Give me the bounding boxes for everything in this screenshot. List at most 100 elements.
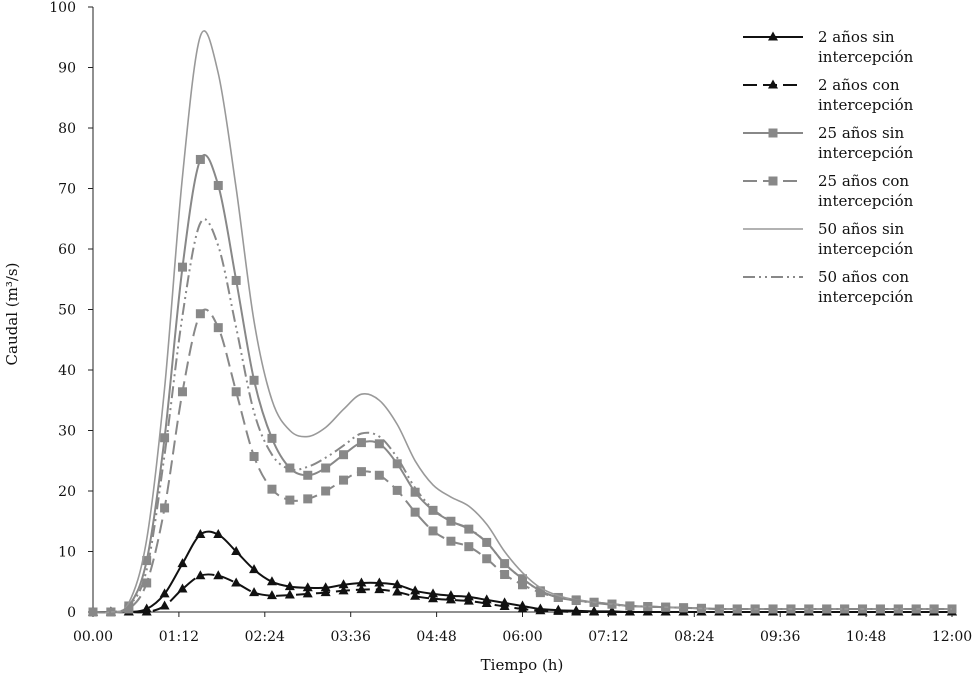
series-layer xyxy=(88,30,957,617)
legend-marker xyxy=(768,31,778,41)
data-point xyxy=(303,470,313,480)
data-point xyxy=(374,577,385,587)
legend-label-line2: intercepción xyxy=(818,192,914,210)
legend-item: 2 años sin intercepción xyxy=(743,28,914,66)
legend-label-line2: intercepción xyxy=(818,144,914,162)
data-point xyxy=(213,529,224,539)
legend-label-line2: intercepción xyxy=(818,288,914,306)
data-point xyxy=(428,593,439,603)
legend-label-line1: 25 años con xyxy=(818,172,909,190)
legend-item: 50 años sin intercepción xyxy=(743,220,914,258)
data-point xyxy=(356,438,366,448)
data-point xyxy=(231,577,242,587)
data-point xyxy=(213,570,224,580)
data-point xyxy=(410,507,420,517)
legend-label-line1: 50 años sin xyxy=(818,220,904,238)
data-point xyxy=(392,586,403,596)
y-tick-label: 80 xyxy=(58,121,76,137)
data-point xyxy=(285,495,295,505)
legend-label-line1: 25 años sin xyxy=(818,124,904,142)
data-point xyxy=(177,387,187,397)
data-point xyxy=(339,475,349,485)
data-point xyxy=(320,582,331,592)
data-point xyxy=(249,452,259,462)
data-point xyxy=(320,587,331,597)
data-point xyxy=(195,529,206,539)
data-point xyxy=(338,585,349,595)
data-point xyxy=(213,180,223,190)
legend-label-line1: 50 años con xyxy=(818,268,909,286)
data-point xyxy=(160,503,170,513)
data-point xyxy=(499,601,510,611)
x-tick-label: 09:36 xyxy=(760,629,800,645)
series-line xyxy=(92,308,952,614)
data-point xyxy=(267,484,277,494)
data-point xyxy=(284,581,295,591)
data-point xyxy=(356,584,367,594)
data-point xyxy=(428,526,438,536)
y-tick-label: 0 xyxy=(67,605,76,621)
x-tick-label: 12:00 xyxy=(932,629,972,645)
data-point xyxy=(159,600,170,610)
x-tick-label: 01:12 xyxy=(159,629,199,645)
legend-label-line1: 2 años sin xyxy=(818,28,895,46)
data-point xyxy=(195,154,205,164)
x-tick-label: 06:00 xyxy=(502,629,542,645)
legend: 2 años sin intercepción 2 años con intercep… xyxy=(743,28,914,306)
y-tick-label: 50 xyxy=(58,303,76,319)
y-tick-label: 90 xyxy=(58,61,76,77)
data-point xyxy=(374,470,384,480)
legend-label-line2: intercepción xyxy=(818,96,914,114)
x-tick-label: 00.00 xyxy=(73,629,113,645)
data-point xyxy=(589,606,600,616)
data-point xyxy=(445,594,456,604)
data-point xyxy=(160,433,170,443)
data-point xyxy=(518,580,527,590)
data-point xyxy=(231,546,242,555)
x-tick-label: 08:24 xyxy=(674,629,714,645)
y-axis-ticks: 0 10 20 30 40 50 60 70 80 90 100 xyxy=(49,0,93,621)
data-point xyxy=(177,262,187,272)
data-point xyxy=(195,570,206,580)
y-tick-label: 10 xyxy=(58,545,76,561)
data-point xyxy=(177,558,188,568)
y-tick-label: 40 xyxy=(58,363,76,379)
data-point xyxy=(535,588,545,598)
data-point xyxy=(356,577,367,587)
data-point xyxy=(392,579,403,589)
data-point xyxy=(159,588,170,598)
x-tick-label: 10:48 xyxy=(846,629,886,645)
data-point xyxy=(571,606,582,616)
data-point xyxy=(410,590,421,600)
data-point xyxy=(177,583,188,593)
data-point xyxy=(624,606,635,616)
data-point xyxy=(284,589,295,599)
data-point xyxy=(141,606,152,616)
y-tick-label: 30 xyxy=(58,424,76,440)
data-point xyxy=(500,569,510,579)
data-point xyxy=(517,603,528,613)
y-tick-label: 20 xyxy=(58,484,76,500)
data-point xyxy=(249,587,260,597)
legend-label-line1: 2 años con xyxy=(818,76,900,94)
data-point xyxy=(267,433,277,443)
data-point xyxy=(482,554,492,564)
x-axis-label: Tiempo (h) xyxy=(481,656,564,674)
series-line xyxy=(92,218,952,614)
data-point xyxy=(606,606,617,616)
data-point xyxy=(463,595,474,605)
data-point xyxy=(446,536,456,546)
data-point xyxy=(302,588,313,598)
data-point xyxy=(410,585,421,595)
data-point xyxy=(410,487,420,497)
y-tick-label: 100 xyxy=(49,0,76,16)
legend-label-line2: intercepción xyxy=(818,48,914,66)
data-point xyxy=(392,459,402,469)
data-point xyxy=(321,486,331,496)
legend-item: 25 años sin intercepción xyxy=(743,124,914,162)
x-axis-ticks: 00.00 01:12 02:24 03:36 04:48 06:00 07:12 08:24… xyxy=(73,612,972,645)
legend-marker xyxy=(768,128,778,138)
data-point xyxy=(285,463,295,473)
data-point xyxy=(464,542,474,552)
